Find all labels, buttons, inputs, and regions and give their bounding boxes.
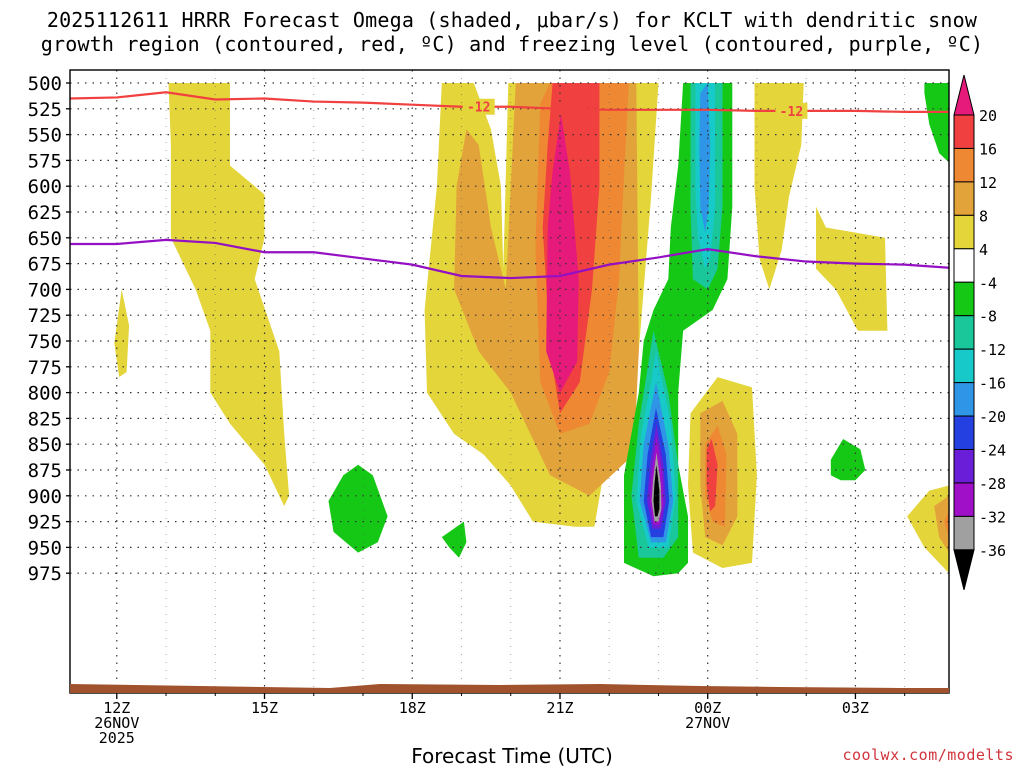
y-tick-label-550: 550: [28, 125, 62, 147]
colorbar-box-8: [953, 382, 975, 417]
colorbar: 20 16 12 8 4 -4 -8 -12 -16 -20 -24 -28 -32 -36: [953, 74, 1006, 590]
y-tick-label-950: 950: [28, 537, 62, 559]
y-tick-label-750: 750: [28, 331, 62, 353]
colorbar-label-4: 4: [979, 241, 988, 259]
colorbar-label-2: 12: [979, 174, 997, 192]
contour-label-2: -12: [780, 105, 803, 120]
y-tick-label-575: 575: [28, 150, 62, 172]
colorbar-box-9: [953, 415, 975, 450]
y-tick-label-600: 600: [28, 176, 62, 198]
x-tick-label-21-0: 21Z: [546, 699, 573, 717]
colorbar-box-1: [953, 147, 975, 183]
y-tick-label-675: 675: [28, 254, 62, 276]
omega-region-pos4-left-column: [168, 83, 290, 507]
colorbar-label-13: -36: [979, 542, 1006, 560]
omega-region-neg4-blob-02z: [830, 439, 866, 481]
credit-text: coolwx.com/modelts: [842, 746, 1014, 764]
y-tick-label-625: 625: [28, 202, 62, 224]
colorbar-box-7: [953, 348, 975, 384]
omega-region-pos16-low-00z: [706, 439, 718, 512]
colorbar-bottom-arrow: [953, 549, 975, 590]
y-tick-label-800: 800: [28, 383, 62, 405]
x-axis-label: Forecast Time (UTC): [411, 744, 613, 768]
omega-region-pos20-central: [546, 114, 579, 393]
y-tick-label-650: 650: [28, 228, 62, 250]
omega-region-pos4-left-sliver: [114, 289, 130, 378]
x-tick-label-24-1: 27NOV: [685, 714, 730, 732]
y-tick-label-525: 525: [28, 99, 62, 121]
colorbar-label-6: -8: [979, 308, 997, 326]
omega-shaded-regions: [114, 83, 949, 577]
colorbar-box-4: [953, 248, 975, 283]
x-tick-label-12-0: 12Z: [103, 699, 130, 717]
ground-surface: [70, 684, 949, 693]
colorbar-label-1: 16: [979, 140, 997, 158]
y-tick-label-825: 825: [28, 408, 62, 430]
contour-label-bg: [462, 98, 495, 115]
omega-region-pos12-far-right: [944, 511, 949, 538]
chart-title-line2: growth region (contoured, red, ºC) and f…: [40, 32, 984, 56]
freezing-level-line: [70, 238, 949, 280]
y-tick-label-725: 725: [28, 305, 62, 327]
colorbar-box-3: [953, 214, 975, 250]
contour-label-1: -12: [467, 101, 490, 116]
omega-region-neg4-blob-topright: [924, 83, 949, 163]
y-tick-label-500: 500: [28, 73, 62, 95]
omega-region-neg16-column-00z: [699, 83, 711, 233]
colorbar-box-12: [953, 515, 975, 551]
colorbar-box-6: [953, 315, 975, 350]
y-tick-label-925: 925: [28, 512, 62, 534]
colorbar-label-12: -32: [979, 508, 1006, 526]
contour-lines: -12 -12: [70, 91, 949, 280]
y-tick-label-875: 875: [28, 460, 62, 482]
omega-region-neg36-low-23z: [653, 464, 660, 517]
y-tick-label-850: 850: [28, 434, 62, 456]
omega-region-neg4-blob-1630z: [328, 464, 388, 553]
omega-region-neg4-blob-19z: [441, 521, 467, 558]
colorbar-label-0: 20: [979, 107, 997, 125]
colorbar-box-10: [953, 449, 975, 484]
chart-title-line1: 2025112611 HRRR Forecast Omega (shaded, …: [46, 8, 978, 32]
colorbar-box-5: [953, 281, 975, 317]
terrain-fill: [70, 684, 949, 693]
x-tick-label-15-0: 15Z: [251, 699, 278, 717]
x-tick-label-12-2: 2025: [99, 729, 135, 747]
x-tick-label-27-0: 03Z: [842, 699, 869, 717]
colorbar-label-3: 8: [979, 207, 988, 225]
colorbar-box-11: [953, 482, 975, 517]
y-tick-label-700: 700: [28, 279, 62, 301]
colorbar-label-5: -4: [979, 274, 997, 292]
colorbar-label-8: -16: [979, 375, 1006, 393]
y-tick-label-900: 900: [28, 486, 62, 508]
omega-region-pos8-far-right: [934, 495, 949, 553]
omega-region-pos4-right-column2: [816, 206, 888, 331]
contour-label-bg: [775, 102, 808, 119]
colorbar-label-7: -12: [979, 341, 1006, 359]
x-tick-label-24-0: 00Z: [694, 699, 721, 717]
colorbar-label-9: -20: [979, 408, 1006, 426]
axes: 500 525 550 575 600 625 650 675 700 725 750 775 800 8…: [28, 69, 950, 747]
colorbar-box-0: [953, 114, 975, 149]
y-tick-label-975: 975: [28, 563, 62, 585]
colorbar-box-2: [953, 181, 975, 216]
colorbar-label-11: -28: [979, 475, 1006, 493]
y-tick-label-775: 775: [28, 357, 62, 379]
colorbar-label-10: -24: [979, 442, 1006, 460]
x-tick-label-18-0: 18Z: [399, 699, 426, 717]
colorbar-top-arrow: [953, 74, 975, 116]
x-tick-label-12-1: 26NOV: [94, 714, 139, 732]
